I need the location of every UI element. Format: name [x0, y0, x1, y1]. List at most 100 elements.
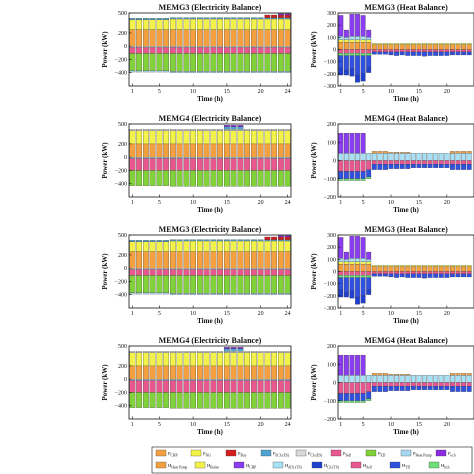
bar-segment-heat_pump: [244, 71, 251, 73]
x-tick-label: 15: [224, 89, 230, 95]
bar-segment-buy: [271, 236, 278, 240]
bar-segment-h_sell: [343, 160, 349, 172]
bar-segment-h_chp: [366, 29, 372, 38]
bar-segment-chp: [169, 29, 176, 47]
bar-segment-sell: [217, 269, 224, 276]
bar-segment-h_sell: [444, 271, 450, 275]
bar-segment-h_dch_ts: [422, 375, 427, 383]
bar-segment-ng: [230, 130, 237, 145]
bar-segment-chp: [156, 251, 163, 269]
bar-segment-ed: [271, 53, 278, 72]
bar-segment-sell: [284, 269, 291, 276]
y-tick-label: 300: [327, 233, 336, 239]
bar-segment-h_sell: [410, 49, 416, 53]
bar-segment-h_td: [455, 386, 461, 392]
bar-segment-ed: [217, 275, 224, 294]
chart-title: MEMG4 (Heat Balance): [364, 336, 448, 345]
bar-segment-chp: [196, 29, 203, 47]
bar-segment-chp: [230, 365, 237, 380]
bar-segment-h_sell: [360, 271, 366, 276]
bar-segment-h_dch_ts: [416, 153, 422, 161]
y-tick-label: 100: [327, 35, 336, 41]
legend-swatch-ch_es: [295, 449, 307, 457]
bar-segment-h_sell: [410, 271, 416, 275]
bar-segment-h_td: [461, 386, 467, 392]
bar-segment-chp: [223, 143, 230, 158]
bar-segment-h_heat_pump: [410, 44, 416, 50]
bar-segment-h_boiler: [422, 43, 427, 45]
bar-segment-ed: [156, 53, 163, 71]
bar-segment-h_td: [349, 277, 355, 292]
bar-segment-ng: [250, 18, 257, 30]
bar-segment-h_td: [343, 55, 349, 71]
bar-segment-h_ch_ts: [360, 73, 366, 82]
bar-segment-h_heat_pump: [438, 44, 444, 50]
bar-segment-h_sell: [450, 382, 455, 387]
bar-segment-h_dch_ts: [366, 153, 372, 161]
bar-segment-heat_pump: [136, 70, 143, 73]
bar-segment-h_heat_pump: [371, 44, 377, 50]
x-axis-label: Time (h): [393, 317, 419, 325]
bar-segment-h_heat_pump: [427, 44, 433, 50]
bar-segment-dch_es: [163, 18, 170, 20]
bar-segment-sell: [129, 47, 136, 54]
bar-segment-sell: [217, 158, 224, 171]
bar-segment-heat_pump: [142, 70, 149, 73]
bar-segment-dch_es: [183, 239, 190, 242]
bar-segment-chp: [284, 29, 291, 47]
bar-segment-dch_es: [203, 17, 210, 20]
bar-segment-h_sell: [461, 160, 467, 165]
bar-segment-ng: [196, 352, 203, 367]
bar-segment-chp: [244, 365, 251, 380]
bar-segment-h_ch_eh: [349, 178, 355, 181]
bar-segment-ed: [264, 392, 271, 409]
bar-segment-h_td: [444, 273, 450, 278]
plot-frame: [128, 345, 292, 420]
y-axis-label: Power (kW): [310, 253, 318, 290]
x-tick-label: 20: [444, 311, 450, 317]
bar-segment-ng: [223, 130, 230, 145]
bar-segment-heat_pump: [250, 379, 257, 381]
bar-segment-heat_pump: [196, 157, 203, 159]
bar-segment-heat_pump: [237, 157, 244, 159]
bar-segment-h_sell: [388, 271, 394, 275]
bar-segment-ed: [169, 392, 176, 409]
bar-segment-h_td: [422, 51, 427, 57]
legend-swatch-h_dch_ts: [272, 461, 284, 469]
bar-segment-h_sell: [405, 49, 411, 53]
bar-segment-ch_es: [149, 351, 156, 353]
legend-entry-h_chp: HCHP: [246, 463, 256, 470]
bar-segment-ed: [230, 275, 237, 294]
bar-segment-ng: [244, 130, 251, 145]
bar-segment-h_sell: [399, 382, 405, 387]
bar-segment-chp: [190, 29, 197, 47]
bar-segment-h_td: [450, 386, 455, 392]
bar-segment-h_sell: [355, 382, 360, 394]
chart-title: MEMG3 (Heat Balance): [364, 225, 448, 234]
y-tick-label: 200: [118, 142, 127, 148]
bar-segment-h_dch_ts: [450, 375, 455, 383]
bar-segment-chp: [136, 29, 143, 47]
y-tick-label: 100: [327, 362, 336, 368]
bar-segment-h_td: [383, 386, 388, 392]
bar-segment-ed: [196, 275, 203, 294]
bar-segment-h_td: [405, 164, 411, 169]
bar-segment-h_boiler: [366, 261, 372, 265]
chart-title: MEMG3 (Electricity Balance): [159, 225, 262, 234]
bar-segment-ech: [230, 347, 237, 349]
bar-segment-h_heat_pump: [466, 266, 472, 272]
bar-segment-chp: [142, 143, 149, 158]
bar-segment-chp: [176, 29, 183, 47]
bar-segment-h_heat_pump: [416, 44, 422, 50]
bar-segment-ch_es: [210, 351, 217, 353]
bar-segment-chp: [244, 143, 251, 158]
bar-segment-h_td: [427, 164, 433, 168]
bar-segment-h_td: [349, 55, 355, 70]
bar-segment-h_dch_ts: [349, 257, 355, 262]
bar-segment-sell: [149, 269, 156, 276]
bar-segment-heat_pump: [156, 292, 163, 295]
bar-segment-ng: [210, 18, 217, 30]
bar-segment-h_dch_ts: [433, 153, 439, 161]
bar-segment-chp: [149, 29, 156, 47]
